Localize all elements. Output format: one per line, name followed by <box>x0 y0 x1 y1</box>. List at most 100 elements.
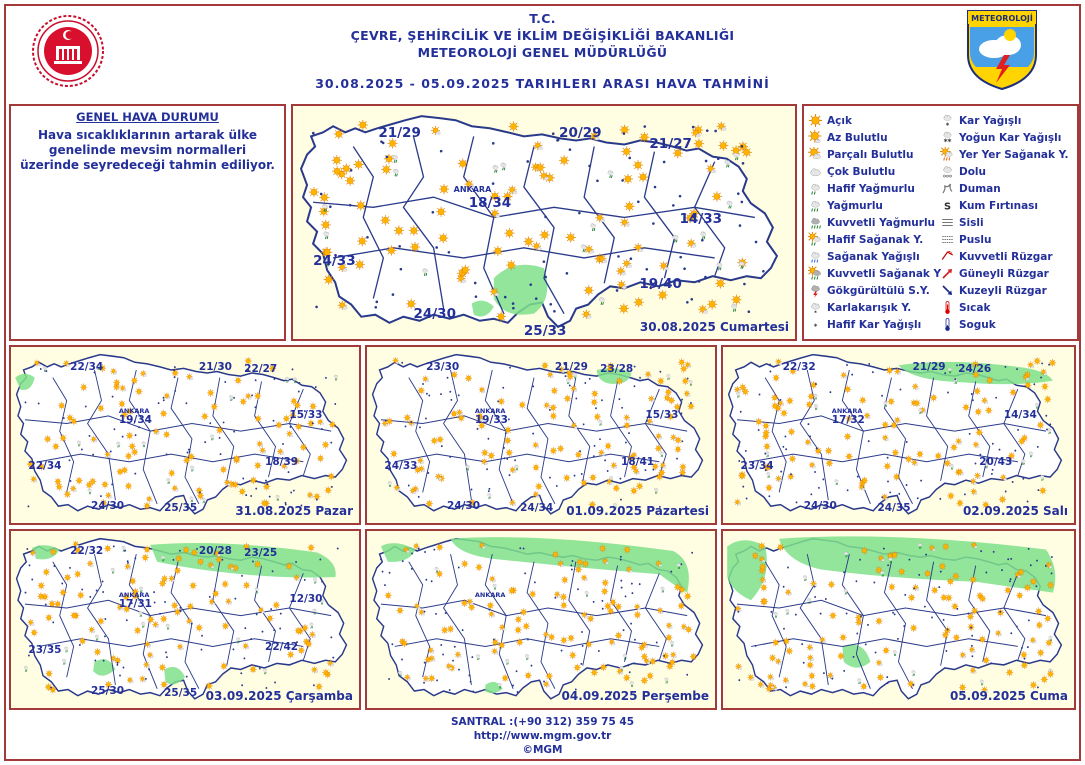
country-outline <box>299 115 779 329</box>
city-temperature: 19/40 <box>639 276 682 293</box>
city-dot <box>743 282 746 286</box>
city-dot <box>190 622 193 625</box>
region-boundary <box>333 247 715 259</box>
weather-symbol <box>242 542 251 551</box>
weather-symbol <box>254 560 262 569</box>
city-dot <box>273 378 276 381</box>
weather-symbol <box>813 404 818 410</box>
weather-symbol <box>64 646 69 653</box>
weather-symbol <box>285 562 293 571</box>
city-dot <box>579 450 581 453</box>
city-dot <box>946 628 949 631</box>
weather-symbol <box>504 227 515 239</box>
city-dot <box>391 293 395 296</box>
city-temperature: 23/25 <box>244 546 278 559</box>
weather-symbol <box>502 191 513 202</box>
city-dot <box>45 370 48 373</box>
weather-symbol <box>597 254 608 264</box>
city-dot <box>864 643 867 646</box>
weather-symbol <box>907 593 916 602</box>
weather-symbol <box>616 266 626 276</box>
region-boundary <box>883 561 913 690</box>
weather-symbol <box>979 679 984 686</box>
city-dot <box>882 547 885 550</box>
weather-symbol <box>788 454 797 463</box>
weather-symbol <box>857 678 862 685</box>
weather-symbol <box>923 569 932 578</box>
weather-symbol <box>665 633 673 642</box>
city-dot <box>967 612 970 615</box>
weather-symbol <box>557 560 565 568</box>
legend-item: Az Bulutlu <box>808 129 888 146</box>
weather-symbol <box>758 542 766 551</box>
legend-label: Kuvvetli Yağmurlu <box>827 216 936 229</box>
city-dot <box>886 676 889 679</box>
weather-symbol <box>771 393 779 402</box>
weather-symbol <box>553 590 561 598</box>
city-dot <box>1048 363 1051 366</box>
footer-url[interactable]: http://www.mgm.gov.tr <box>473 730 612 742</box>
weather-symbol <box>672 234 679 243</box>
city-dot <box>470 488 473 491</box>
weather-symbol <box>766 472 771 478</box>
city-dot <box>101 580 104 583</box>
header-forecast-range: 30.08.2025 - 05.09.2025 TARIHLERI ARASI … <box>315 76 770 91</box>
weather-symbol <box>943 459 951 468</box>
weather-symbol <box>646 671 654 680</box>
city-dot <box>268 495 271 498</box>
city-dot <box>69 479 72 482</box>
city-dot <box>303 578 306 581</box>
ankara-label: ANKARA <box>474 406 506 415</box>
weather-symbol <box>824 446 833 455</box>
weather-symbol <box>593 412 601 421</box>
region-boundary <box>568 377 591 482</box>
weather-symbol <box>171 601 179 610</box>
city-dot <box>234 597 237 600</box>
weather-symbol <box>190 465 195 472</box>
south-wind-icon <box>942 269 952 279</box>
heavy-snow-icon: ** <box>943 131 951 145</box>
city-dot <box>856 475 859 478</box>
weather-symbol <box>392 168 399 177</box>
region-boundary <box>288 573 311 661</box>
weather-symbol <box>417 386 425 395</box>
city-dot <box>815 447 818 450</box>
weather-symbol <box>601 578 609 587</box>
city-dot <box>592 455 595 458</box>
city-dot <box>37 402 40 405</box>
country-outline <box>15 537 348 700</box>
city-dot <box>913 587 915 590</box>
weather-symbol <box>561 575 569 584</box>
city-dot <box>380 558 382 561</box>
weather-symbol <box>905 455 913 464</box>
map-date-caption: 31.08.2025 Pazar <box>235 504 353 518</box>
weather-symbol <box>1035 621 1043 630</box>
few-clouds-icon <box>808 130 822 143</box>
weather-symbol <box>706 298 718 310</box>
city-dot <box>320 428 323 431</box>
city-dot <box>436 679 438 682</box>
legend-item: Soguk <box>940 316 996 333</box>
city-dot <box>508 474 511 477</box>
city-dot <box>186 451 189 454</box>
city-dot <box>686 673 689 676</box>
weather-symbol <box>956 468 964 476</box>
legend-label: Soguk <box>959 318 996 331</box>
city-dot <box>162 396 165 399</box>
city-dot <box>419 426 421 429</box>
city-dot <box>544 275 547 279</box>
city-dot <box>860 615 862 618</box>
weather-symbol <box>70 417 78 426</box>
city-dot <box>622 132 626 135</box>
city-dot <box>296 641 298 644</box>
legend-label: Sağanak Yağışlı <box>827 250 920 263</box>
weather-symbol <box>787 472 795 481</box>
weather-symbol <box>780 409 788 418</box>
forecast-map-day3: ANKARA 23/30 21/29 23/28 19/33 15/33 24/33 18/4… <box>365 345 717 525</box>
rain-icon <box>811 200 820 212</box>
weather-symbol <box>979 594 987 603</box>
city-dot <box>636 200 640 204</box>
city-dot <box>939 570 942 573</box>
weather-symbol <box>681 377 689 385</box>
region-boundary <box>87 553 116 685</box>
